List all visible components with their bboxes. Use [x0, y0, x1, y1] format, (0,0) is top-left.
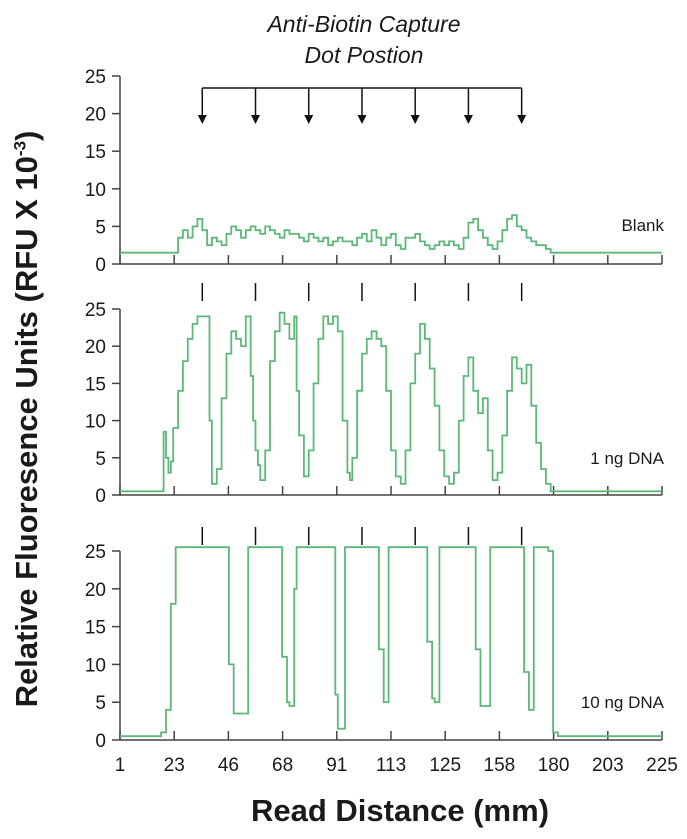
x-axis-label: Read Distance (mm): [250, 793, 550, 828]
arrow-head-1: [251, 115, 260, 124]
y-tick-label-0-2: 10: [85, 180, 106, 201]
panel-label-2: 10 ng DNA: [581, 693, 665, 712]
y-tick-label-1-1: 5: [95, 449, 106, 470]
y-tick-label-0-3: 15: [85, 142, 106, 163]
arrow-head-4: [410, 115, 420, 124]
x-tick-label-0: 1: [115, 755, 126, 776]
x-tick-label-10: 225: [646, 755, 678, 776]
y-tick-label-2-2: 10: [85, 655, 106, 676]
arrow-head-2: [304, 115, 314, 124]
y-tick-label-2-5: 25: [85, 542, 106, 563]
x-tick-label-4: 91: [326, 755, 347, 776]
y-tick-label-0-4: 20: [85, 105, 106, 126]
y-tick-label-1-3: 15: [85, 374, 106, 395]
x-tick-label-6: 125: [429, 755, 461, 776]
series-line-0: [120, 214, 662, 254]
panel-label-1: 1 ng DNA: [590, 449, 664, 468]
y-tick-label-2-3: 15: [85, 618, 106, 639]
chart-title-line-1: Anti-Biotin Capture: [267, 11, 461, 37]
x-tick-label-7: 158: [484, 755, 516, 776]
x-tick-label-1: 23: [164, 755, 185, 776]
y-tick-label-2-1: 5: [95, 693, 106, 714]
chart-title-line-2: Dot Postion: [304, 42, 424, 68]
x-tick-label-5: 113: [376, 755, 406, 776]
y-tick-label-1-5: 25: [85, 300, 106, 321]
x-tick-label-3: 68: [272, 755, 293, 776]
arrow-head-5: [463, 115, 473, 124]
y-tick-label-1-0: 0: [95, 486, 106, 507]
x-tick-label-9: 203: [592, 755, 624, 776]
y-tick-label-0-5: 25: [85, 67, 106, 88]
x-tick-label-8: 180: [538, 755, 570, 776]
y-tick-label-0-1: 5: [95, 217, 106, 238]
arrow-head-0: [197, 115, 207, 124]
y-tick-label-0-0: 0: [95, 255, 106, 276]
arrow-head-3: [357, 115, 367, 124]
series-line-2: [120, 546, 662, 738]
y-tick-label-1-2: 10: [85, 412, 106, 433]
arrow-head-6: [517, 115, 527, 124]
series-line-1: [120, 311, 662, 493]
panel-label-0: Blank: [621, 216, 664, 235]
y-tick-label-2-4: 20: [85, 580, 106, 601]
y-tick-label-2-0: 0: [95, 731, 106, 752]
y-tick-label-1-4: 20: [85, 337, 106, 358]
x-tick-label-2: 46: [218, 755, 239, 776]
